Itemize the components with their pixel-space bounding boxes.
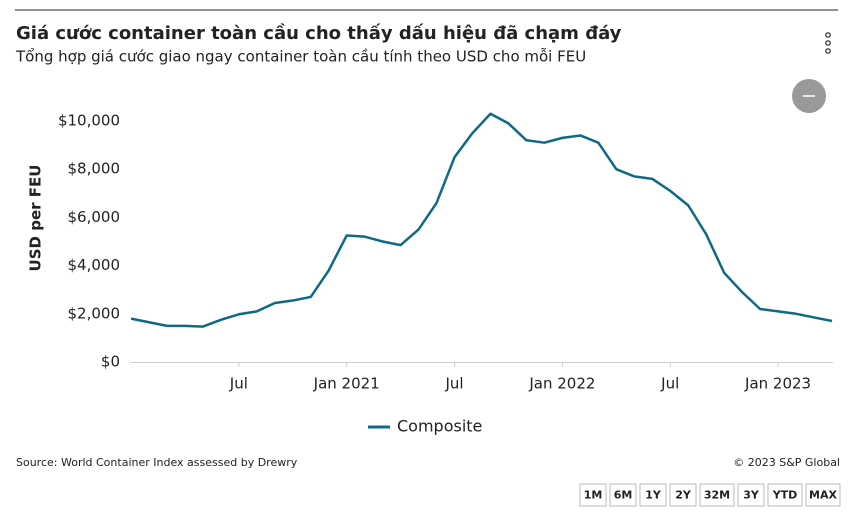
range-button[interactable] xyxy=(767,483,803,507)
y-axis-label: USD per FEU xyxy=(27,165,45,272)
y-tick-label: $4,000 xyxy=(68,256,121,274)
range-button[interactable] xyxy=(737,483,765,507)
series-line xyxy=(130,112,833,328)
range-button-label[interactable]: YTD xyxy=(772,489,798,502)
y-tick-label: $6,000 xyxy=(68,208,121,226)
range-button[interactable] xyxy=(805,483,841,507)
x-tick-label: Jan 2021 xyxy=(313,375,380,393)
legend-label[interactable]: Composite xyxy=(397,417,482,436)
y-tick-label: $10,000 xyxy=(58,112,120,130)
source: Source: World Container Index assessed b… xyxy=(16,456,298,469)
range-button-label[interactable]: MAX xyxy=(809,489,837,502)
range-button-label[interactable]: 3Y xyxy=(743,489,760,502)
y-tick-label: $2,000 xyxy=(68,304,121,322)
range-button-label[interactable]: 1M xyxy=(584,489,603,502)
range-button[interactable] xyxy=(699,483,735,507)
x-tick-label: Jul xyxy=(660,375,679,393)
menu-icon[interactable] xyxy=(825,32,831,54)
x-tick-label: Jul xyxy=(444,375,463,393)
zoom-out-button[interactable] xyxy=(792,79,826,113)
range-button-label[interactable]: 6M xyxy=(614,489,633,502)
y-tick-label: $0 xyxy=(101,353,120,371)
range-button[interactable] xyxy=(669,483,697,507)
range-button[interactable] xyxy=(609,483,637,507)
y-tick-label: $8,000 xyxy=(68,160,121,178)
chart-title: Giá cước container toàn cầu cho thấy dấu… xyxy=(16,23,622,44)
chart-subtitle: Tổng hợp giá cước giao ngay container to… xyxy=(15,48,586,66)
range-button-label[interactable]: 32M xyxy=(704,489,730,502)
x-tick-label: Jul xyxy=(229,375,248,393)
x-tick-label: Jan 2022 xyxy=(528,375,595,393)
range-button-label[interactable]: 1Y xyxy=(645,489,662,502)
range-button[interactable] xyxy=(579,483,607,507)
x-tick-label: Jan 2023 xyxy=(744,375,811,393)
range-button-label[interactable]: 2Y xyxy=(675,489,692,502)
copyright: © 2023 S&P Global xyxy=(733,456,840,469)
range-button[interactable] xyxy=(639,483,667,507)
